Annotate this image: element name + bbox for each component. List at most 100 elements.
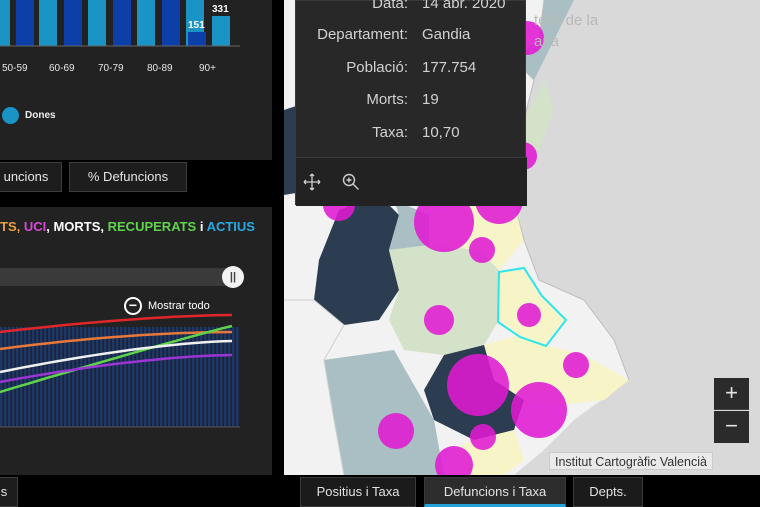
- series-line-green: [0, 324, 233, 394]
- popup-key: Data:: [372, 0, 408, 12]
- background-bar: [76, 327, 79, 427]
- popup-value: 177.754: [422, 59, 477, 76]
- move-icon[interactable]: [302, 173, 322, 193]
- bar: [113, 0, 131, 46]
- zoom-out-icon: −: [124, 297, 142, 315]
- map-bubble: [414, 192, 474, 252]
- background-bar: [88, 327, 91, 427]
- bar: [16, 0, 34, 46]
- zoom-to-icon[interactable]: [341, 173, 361, 193]
- map-attribution: Institut Cartogràfic Valencià: [549, 452, 713, 470]
- range-slider-track[interactable]: [0, 268, 238, 286]
- background-bar: [164, 327, 167, 427]
- background-bar: [180, 327, 183, 427]
- data-label: 331: [212, 4, 229, 15]
- series-line-red: [0, 313, 233, 334]
- title-part-actius: ACTIUS: [206, 219, 255, 234]
- show-all-button[interactable]: − Mostrar todo: [124, 297, 210, 315]
- background-bar: [192, 327, 195, 427]
- background-bar: [208, 327, 211, 427]
- bar: [162, 0, 180, 46]
- popup-value: 14 abr. 2020: [422, 0, 506, 12]
- tab-left-bottom[interactable]: s: [0, 477, 18, 507]
- age-bar-chart: 50-59 60-69 70-79 80-89 90+ 151 331: [0, 0, 240, 74]
- tab-positius-taxa[interactable]: Positius i Taxa: [300, 477, 416, 507]
- background-bar: [236, 327, 239, 427]
- legend-swatch: [2, 107, 19, 124]
- tick-label: 90+: [199, 63, 216, 74]
- series-line-white: [0, 339, 233, 374]
- background-bar: [56, 327, 59, 427]
- tab-percent-defuncions[interactable]: % Defuncions: [69, 162, 187, 192]
- background-bar: [44, 327, 47, 427]
- background-bar: [140, 327, 143, 427]
- background-bar: [148, 327, 151, 427]
- map-bubble: [563, 352, 589, 378]
- background-bar: [220, 327, 223, 427]
- background-bar: [144, 327, 147, 427]
- legend-label: Dones: [25, 110, 56, 121]
- range-slider-handle[interactable]: ||: [222, 266, 244, 288]
- zoom-out-button[interactable]: −: [714, 411, 749, 443]
- feature-popup: Data: 14 abr. 2020 Departament: Gandia P…: [295, 0, 527, 206]
- background-bar: [132, 327, 135, 427]
- popup-footer: [296, 157, 527, 206]
- popup-value: Gandia: [422, 26, 471, 43]
- zoom-in-button[interactable]: +: [714, 378, 749, 410]
- title-part-recuperats: RECUPERATS: [107, 219, 197, 234]
- background-bar: [84, 327, 87, 427]
- background-bar: [172, 327, 175, 427]
- background-bar: [176, 327, 179, 427]
- tab-depts[interactable]: Depts.: [573, 477, 643, 507]
- region-pale: [484, 335, 629, 405]
- map-bubble: [435, 446, 473, 475]
- background-bar: [128, 327, 131, 427]
- time-series-chart: [0, 313, 240, 428]
- background-bar: [0, 327, 3, 427]
- bar: [64, 0, 82, 46]
- background-bar: [92, 327, 95, 427]
- map-place-label-line: tellò de la: [534, 12, 599, 29]
- age-chart-panel: 50-59 60-69 70-79 80-89 90+ 151 331 Done…: [0, 0, 272, 160]
- background-bar: [136, 327, 139, 427]
- tab-defuncions[interactable]: uncions: [0, 162, 62, 192]
- background-bar: [12, 327, 15, 427]
- boundary-line: [284, 299, 345, 475]
- tick-label: 70-79: [98, 63, 124, 74]
- bar: [39, 0, 57, 46]
- region-mid: [324, 350, 444, 475]
- popup-row-taxa: Taxa: 10,70: [296, 124, 527, 144]
- map-place-label: tellò de la ana: [534, 10, 598, 52]
- background-bar: [152, 327, 155, 427]
- region-mid: [514, 0, 574, 80]
- background-bar: [224, 327, 227, 427]
- tick-label: 60-69: [49, 63, 75, 74]
- popup-key: Població:: [346, 59, 408, 76]
- background-bar: [156, 327, 159, 427]
- background-bar: [232, 327, 235, 427]
- background-bar: [160, 327, 163, 427]
- tab-defuncions-taxa[interactable]: Defuncions i Taxa: [424, 477, 566, 507]
- background-bar: [216, 327, 219, 427]
- background-bar: [200, 327, 203, 427]
- map-bubble: [517, 303, 541, 327]
- background-bar: [4, 327, 7, 427]
- background-bar: [96, 327, 99, 427]
- popup-key: Departament:: [317, 26, 408, 43]
- popup-row-morts: Morts: 19: [296, 91, 527, 111]
- background-bar: [196, 327, 199, 427]
- series-chart-title: TS, UCI, MORTS, RECUPERATS i ACTIUS: [0, 219, 255, 234]
- legend-item-dones[interactable]: Dones: [2, 107, 56, 124]
- map-bubble: [470, 424, 496, 450]
- popup-value: 10,70: [422, 124, 460, 141]
- popup-row-poblacio: Població: 177.754: [296, 59, 527, 79]
- bar: [212, 16, 230, 46]
- background-bar: [8, 327, 11, 427]
- bar: [88, 0, 106, 46]
- tick-label: 80-89: [147, 63, 173, 74]
- background-bar: [212, 327, 215, 427]
- map-bubble: [469, 237, 495, 263]
- title-part-uci: UCI: [23, 219, 47, 234]
- map-bubble: [424, 305, 454, 335]
- background-bar: [112, 327, 115, 427]
